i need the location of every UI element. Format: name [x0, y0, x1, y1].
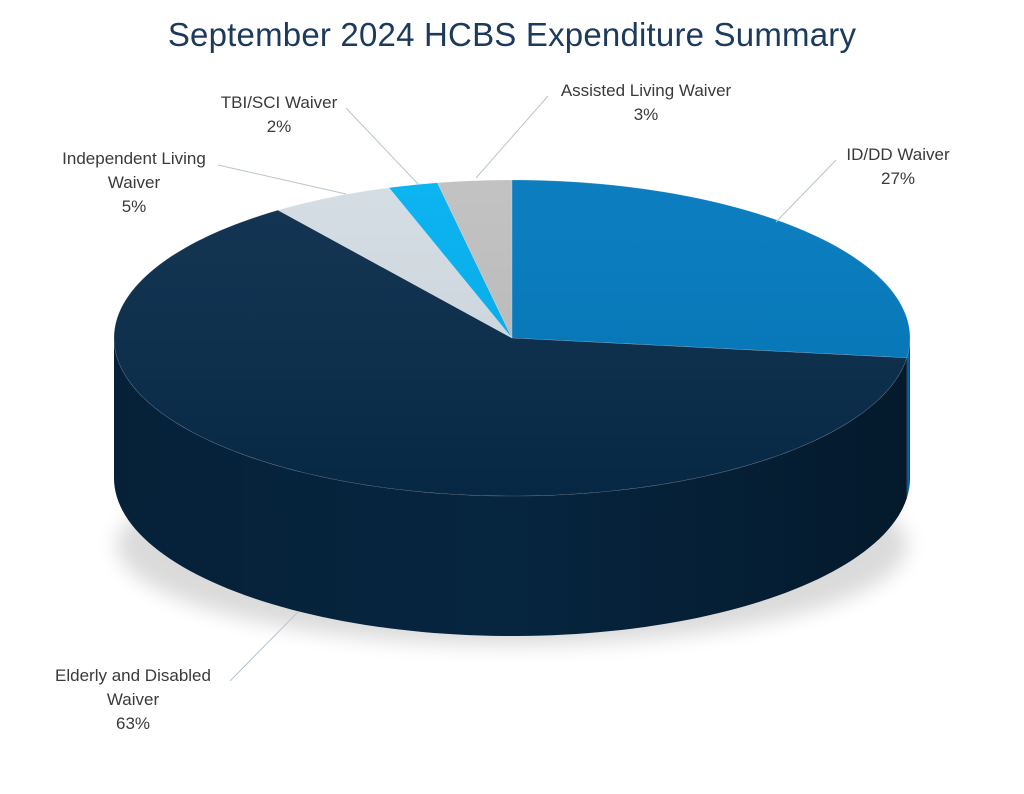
- pie-top-shade: [114, 180, 910, 496]
- data-label-value-id-dd-waiver: 27%: [881, 169, 915, 188]
- data-label-name-independent-living-waiver: Independent Living: [62, 149, 206, 168]
- data-label-name-elderly-and-disabled-waiver: Waiver: [107, 690, 160, 709]
- leader-line-assisted-living-waiver: [475, 95, 549, 179]
- leader-line-independent-living-waiver: [217, 164, 347, 195]
- chart-title: September 2024 HCBS Expenditure Summary: [167, 16, 857, 53]
- pie-tops: [113, 179, 911, 497]
- leader-line-tbi-sci-waiver: [345, 107, 419, 185]
- data-label-name-assisted-living-waiver: Assisted Living Waiver: [561, 81, 732, 100]
- data-label-name-elderly-and-disabled-waiver: Elderly and Disabled: [55, 666, 211, 685]
- pie-labels: ID/DD Waiver 27% Elderly and Disabled Waive…: [55, 81, 950, 733]
- data-label-value-assisted-living-waiver: 3%: [634, 105, 659, 124]
- pie-leaders: [217, 95, 837, 682]
- pie-sides: [114, 338, 910, 636]
- data-label-value-tbi-sci-waiver: 2%: [267, 117, 292, 136]
- data-label-value-independent-living-waiver: 5%: [122, 197, 147, 216]
- leader-line-elderly-and-disabled-waiver: [229, 611, 299, 682]
- pie-side-shade-elderly-and-disabled-waiver: [114, 338, 907, 636]
- data-label-name-tbi-sci-waiver: TBI/SCI Waiver: [221, 93, 338, 112]
- data-label-name-independent-living-waiver: Waiver: [108, 173, 161, 192]
- leader-line-id-dd-waiver: [775, 159, 837, 223]
- data-label-value-elderly-and-disabled-waiver: 63%: [116, 714, 150, 733]
- data-label-name-id-dd-waiver: ID/DD Waiver: [846, 145, 950, 164]
- pie-side-shade-id-dd-waiver: [906, 338, 910, 498]
